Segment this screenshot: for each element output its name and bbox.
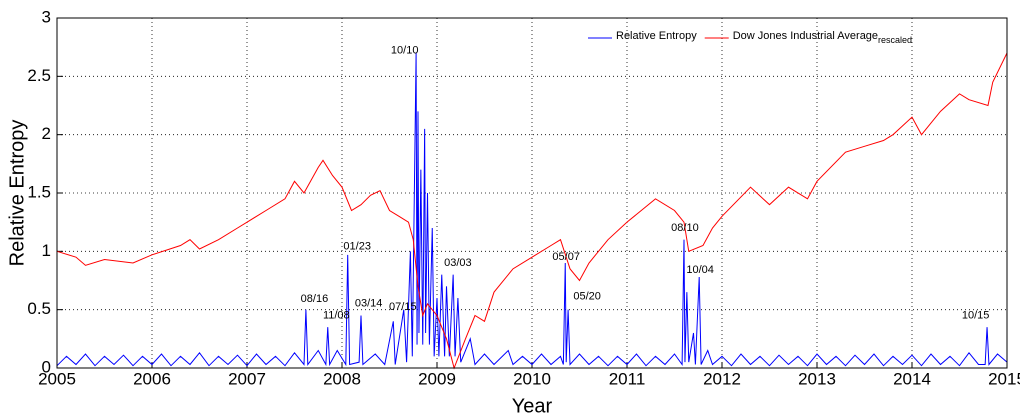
annotation: 11/08: [323, 309, 350, 321]
annotation: 10/15: [962, 309, 990, 321]
x-tick-label: 2005: [38, 369, 76, 388]
y-axis-label: Relative Entropy: [6, 120, 28, 267]
x-tick-label: 2011: [609, 369, 646, 388]
y-tick-label: 0: [42, 357, 51, 376]
annotation: 03/14: [355, 298, 383, 310]
legend-label: Relative Entropy: [616, 30, 697, 42]
y-tick-label: 3: [42, 7, 51, 26]
series-line: [56, 52, 1008, 370]
legend: Relative Entropy Dow Jones Industrial Ave…: [588, 30, 912, 45]
annotation: 01/23: [343, 241, 371, 253]
annotation: 03/03: [444, 257, 472, 269]
y-tick-label: 0.5: [27, 299, 51, 318]
x-tick-label: 2008: [323, 369, 361, 388]
annotation: 10/04: [686, 264, 714, 276]
x-tick-label: 2015: [988, 369, 1020, 388]
legend-name: Dow Jones Industrial Average: [733, 30, 878, 42]
y-tick-label: 1: [42, 241, 51, 260]
x-tick-label: 2014: [893, 369, 931, 388]
x-tick-label: 2010: [513, 369, 551, 388]
legend-label: Dow Jones Industrial Averagerescaled: [733, 30, 912, 45]
legend-subscript: rescaled: [878, 35, 912, 45]
x-tick-label: 2007: [228, 369, 266, 388]
annotation: 08/10: [671, 222, 699, 234]
y-tick-label: 1.5: [27, 182, 51, 201]
series-line: [56, 52, 1008, 367]
x-tick-label: 2006: [133, 369, 171, 388]
x-tick-label: 2013: [798, 369, 836, 388]
y-tick-label: 2.5: [27, 66, 51, 85]
annotation: 08/16: [301, 293, 329, 305]
x-axis-label: Year: [512, 395, 553, 417]
x-tick-label: 2009: [418, 369, 456, 388]
annotation: 05/07: [552, 251, 580, 263]
annotation: 07/15: [389, 301, 417, 313]
legend-name: Relative Entropy: [616, 30, 697, 42]
annotation: 05/20: [573, 291, 601, 303]
annotation: 10/10: [391, 45, 419, 57]
x-tick-label: 2012: [703, 369, 741, 388]
plot-frame: [56, 17, 1008, 369]
y-tick-label: 2: [42, 124, 51, 143]
